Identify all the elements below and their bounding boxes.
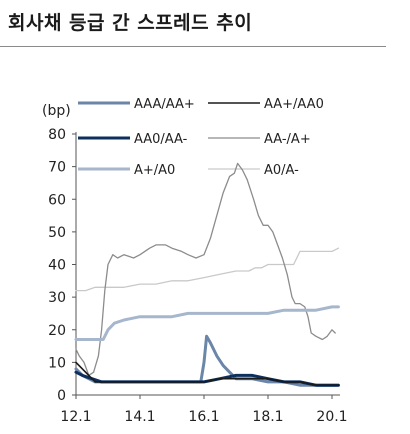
legend-label: AA-/A+ [264,132,311,147]
y-tick-label: 30 [48,290,66,306]
title-divider [0,46,386,47]
y-tick-label: 40 [48,258,66,274]
x-tick-label: 12.1 [60,409,91,425]
y-tick-label: 70 [48,160,66,176]
series-line [74,334,340,387]
y-axis-unit-label: (bp) [42,103,71,119]
x-tick-label: 20.1 [316,409,347,425]
series-line [75,361,340,386]
y-tick-label: 60 [48,192,66,208]
chart-series-lines [74,162,340,387]
series-line [75,247,340,292]
y-tick-label: 20 [48,323,66,339]
legend-label: A0/A- [264,163,299,178]
series-line [74,305,340,341]
legend-label: AA+/AA0 [264,97,324,112]
y-tick-label: 50 [48,225,66,241]
series-line [75,162,336,377]
y-tick-label: 80 [48,127,66,143]
y-tick-label: 0 [57,388,66,404]
y-tick-label: 10 [48,355,66,371]
chart-axes: 0 10 20 30 40 50 60 70 80 12.1 14.1 16.1 18.1 20.1 [48,127,347,425]
x-tick-label: 16.1 [188,409,219,425]
x-tick-label: 14.1 [124,409,155,425]
series-line [74,370,340,387]
legend-label: A+/A0 [134,163,175,178]
page-title: 회사채 등급 간 스프레드 추이 [8,12,253,34]
legend-label: AA0/AA- [134,132,188,147]
chart-legend: AAA/AA+ AA+/AA0 AA0/AA- AA-/A+ A+/A0 A0/A- [78,97,324,178]
x-tick-label: 18.1 [252,409,283,425]
legend-label: AAA/AA+ [134,97,195,112]
